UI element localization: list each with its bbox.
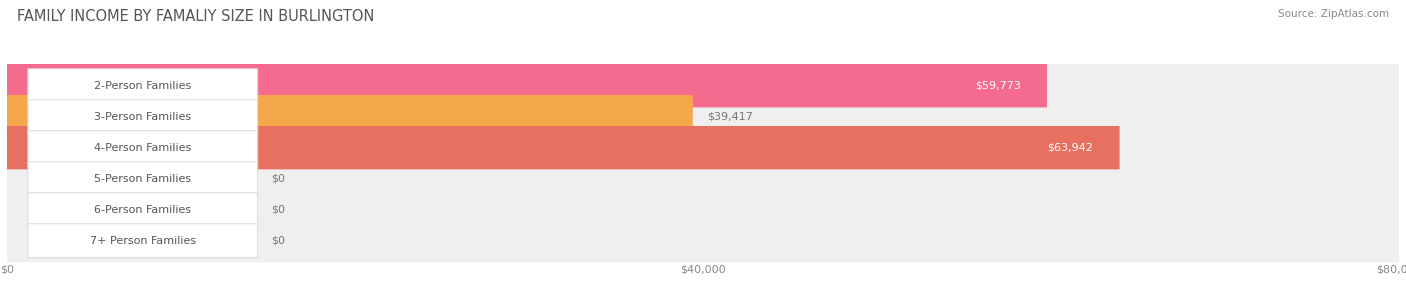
FancyBboxPatch shape [7,64,1399,107]
Text: 4-Person Families: 4-Person Families [94,143,191,153]
Text: $39,417: $39,417 [707,112,752,122]
Text: $59,773: $59,773 [976,81,1021,91]
Text: $0: $0 [271,236,285,246]
FancyBboxPatch shape [28,162,257,196]
FancyBboxPatch shape [7,126,1399,169]
FancyBboxPatch shape [7,188,1399,231]
Text: 2-Person Families: 2-Person Families [94,81,191,91]
FancyBboxPatch shape [7,64,1047,107]
Text: $63,942: $63,942 [1047,143,1094,153]
Text: Source: ZipAtlas.com: Source: ZipAtlas.com [1278,9,1389,19]
FancyBboxPatch shape [7,95,693,138]
FancyBboxPatch shape [7,126,1119,169]
Text: $0: $0 [271,174,285,184]
FancyBboxPatch shape [28,193,257,227]
Text: 6-Person Families: 6-Person Families [94,205,191,215]
FancyBboxPatch shape [28,69,257,102]
Text: $0: $0 [271,205,285,215]
FancyBboxPatch shape [7,157,1399,200]
FancyBboxPatch shape [28,131,257,165]
FancyBboxPatch shape [28,224,257,258]
FancyBboxPatch shape [7,95,1399,138]
FancyBboxPatch shape [28,100,257,134]
FancyBboxPatch shape [7,219,1399,262]
Text: 5-Person Families: 5-Person Families [94,174,191,184]
Text: 7+ Person Families: 7+ Person Families [90,236,195,246]
Text: FAMILY INCOME BY FAMALIY SIZE IN BURLINGTON: FAMILY INCOME BY FAMALIY SIZE IN BURLING… [17,9,374,24]
Text: 3-Person Families: 3-Person Families [94,112,191,122]
